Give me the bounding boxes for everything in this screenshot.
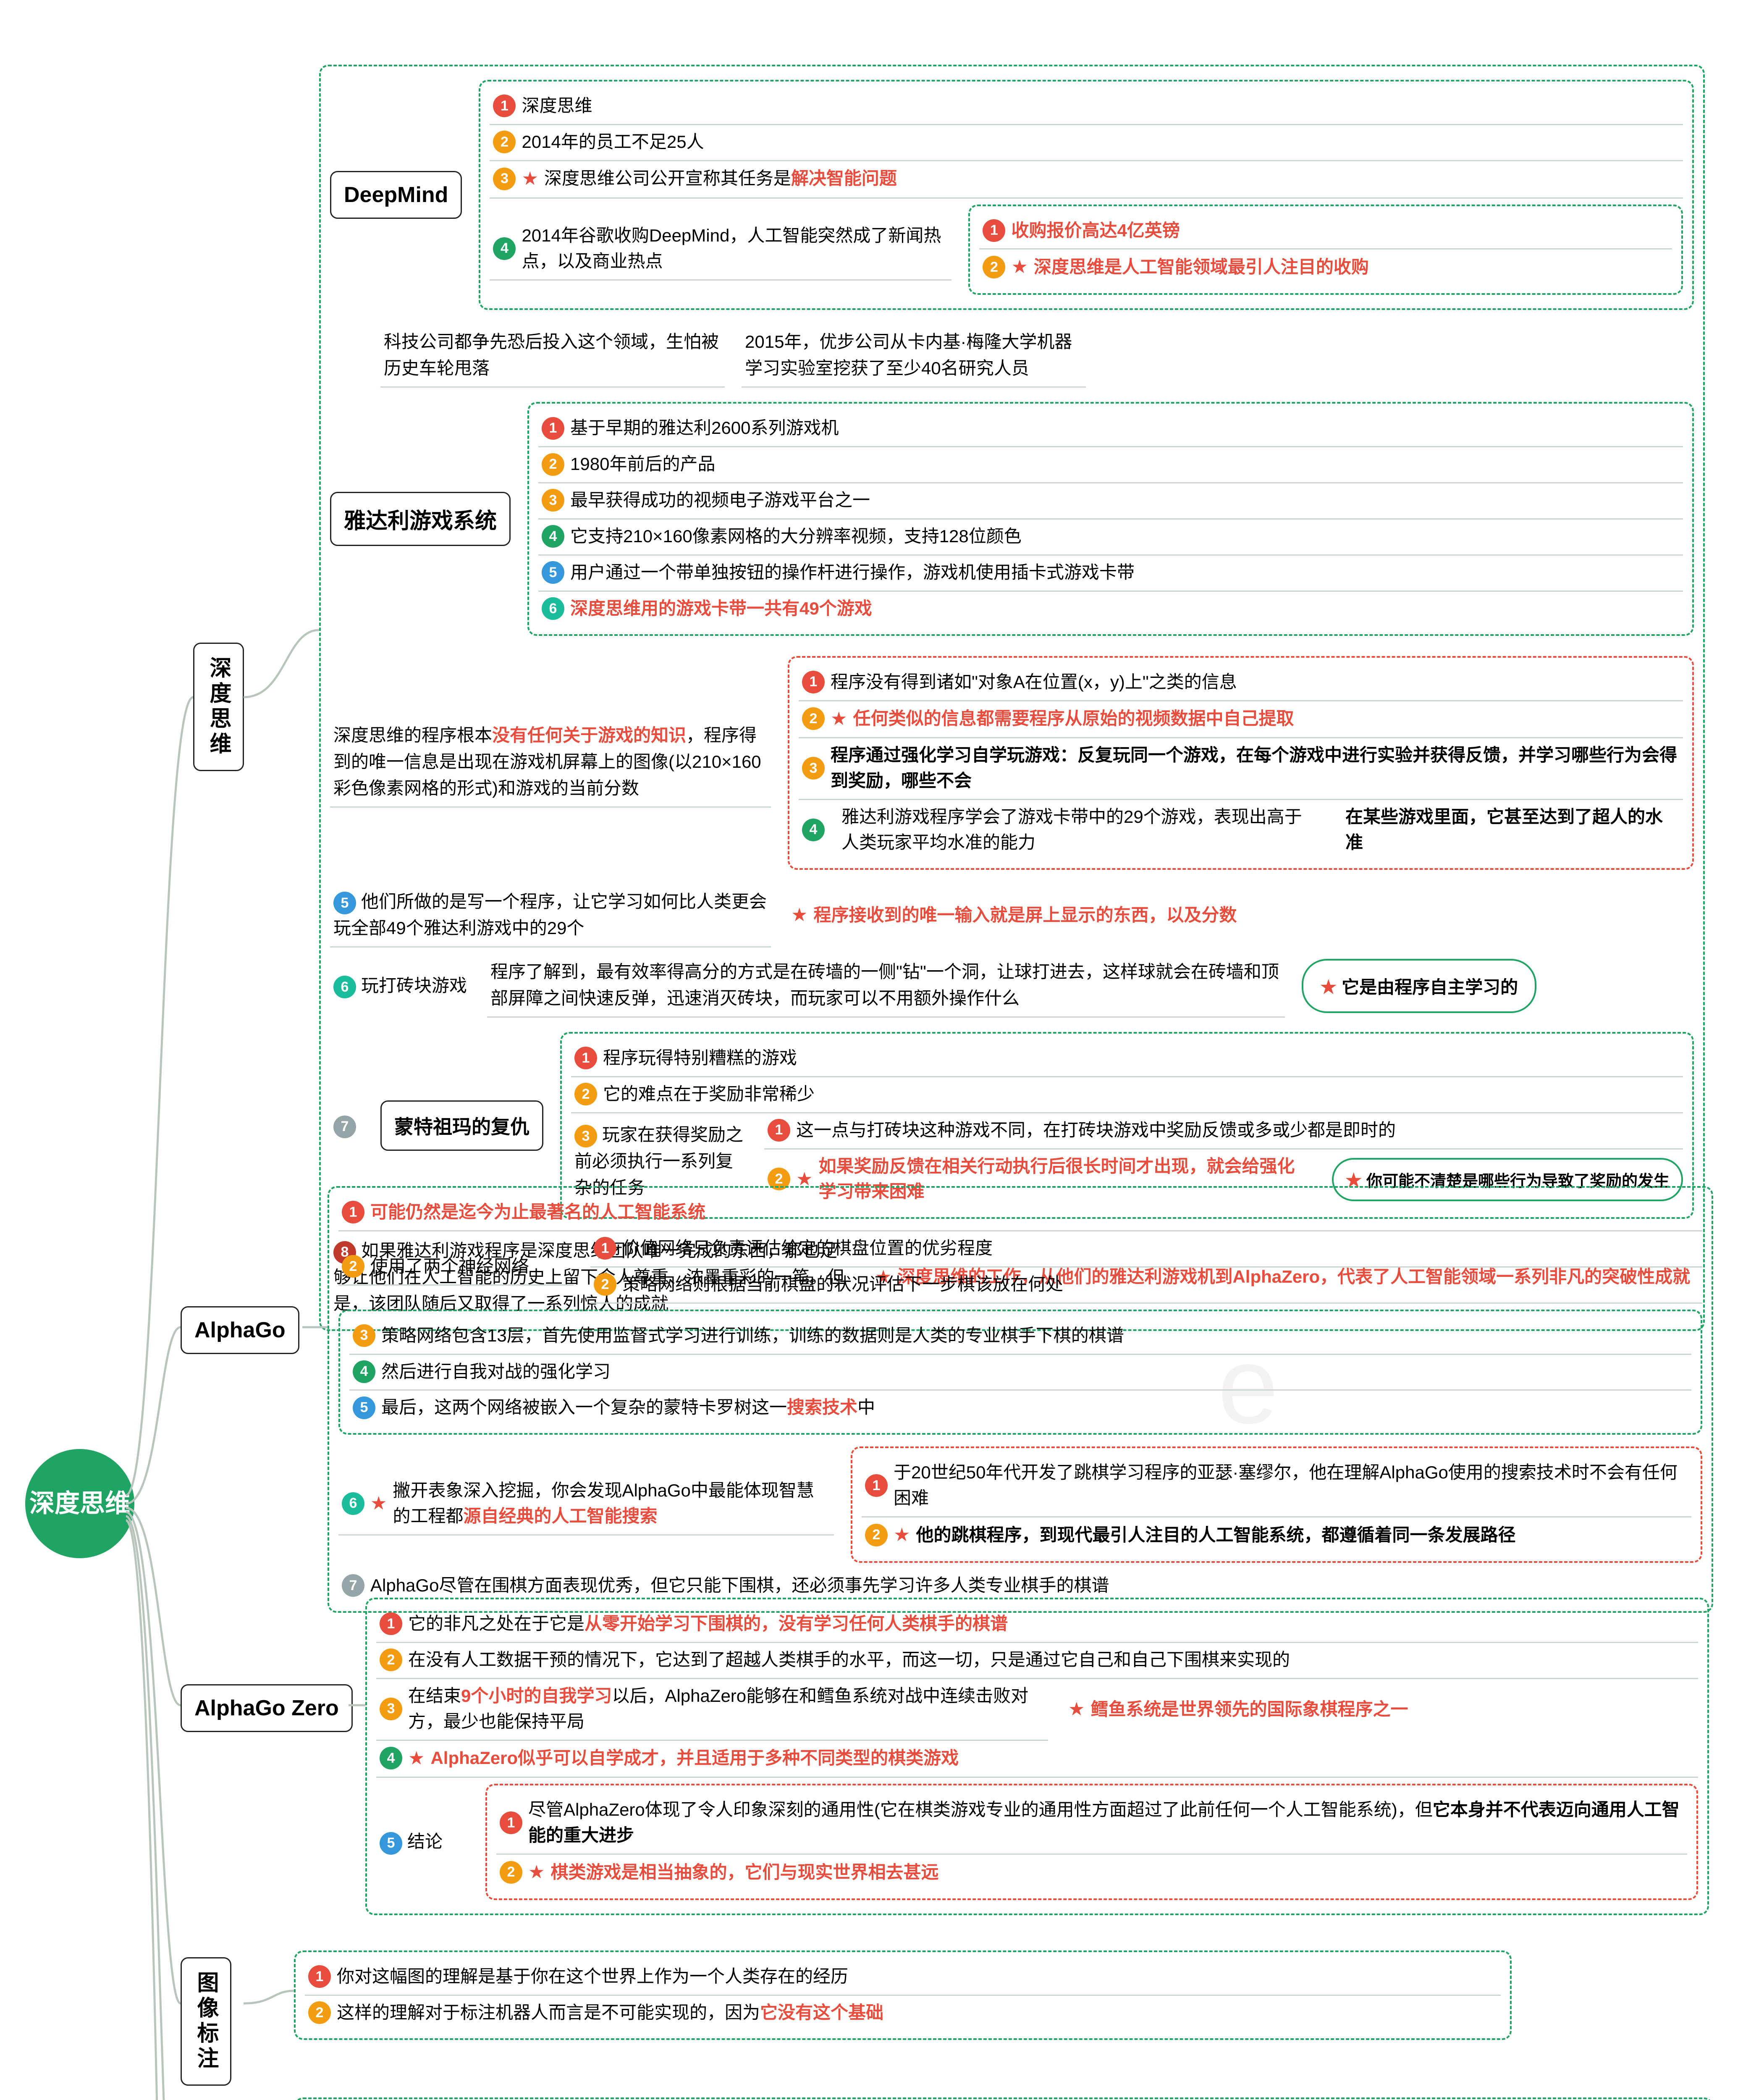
alphago-search-group: 1于20世纪50年代开发了跳棋学习程序的亚瑟·塞缪尔，他在理解AlphaGo使用… [851, 1446, 1702, 1563]
list-item: 4 雅达利游戏程序学会了游戏卡带中的29个游戏，表现出高于人类玩家平均水准的能力… [799, 800, 1683, 861]
list-item: 21980年前后的产品 [538, 447, 1683, 483]
deepmind-items-group: 1深度思维 22014年的员工不足25人 3★深度思维公司公开宣称其任务是解决智… [479, 80, 1694, 310]
img-group: 1你对这幅图的理解是基于你在这个世界上作为一个人类存在的经历 2这样的理解对于标… [294, 1950, 1512, 2040]
list-item: 3在结束9个小时的自我学习以后，AlphaZero能够在和鳕鱼系统对战中连续击败… [376, 1679, 1048, 1741]
list-item: 2★他的跳棋程序，到现代最引人注目的人工智能系统，都遵循着同一条发展路径 [862, 1517, 1691, 1554]
branch-alphago-zero: AlphaGo Zero [181, 1684, 353, 1732]
atari-subnode: 雅达利游戏系统 [330, 492, 511, 546]
branch-alphago: AlphaGo [181, 1306, 299, 1354]
plain-text: 5结论 [376, 1824, 469, 1860]
plain-text: 2015年，优步公司从卡内基·梅隆大学机器学习实验室挖获了至少40名研究人员 [742, 324, 1086, 388]
list-item: 42014年谷歌收购DeepMind，人工智能突然成了新闻热点，以及商业热点 [490, 219, 952, 281]
list-item: 2★任何类似的信息都需要程序从原始的视频数据中自己提取 [799, 701, 1683, 739]
list-item: 4★AlphaZero似乎可以自学成才，并且适用于多种不同类型的棋类游戏 [376, 1741, 1698, 1778]
mz-subnode: 蒙特祖玛的复仇 [380, 1100, 543, 1151]
list-item: 1尽管AlphaZero体现了令人印象深刻的通用性(它在棋类游戏专业的通用性方面… [496, 1793, 1687, 1855]
list-item: 2在没有人工数据干预的情况下，它达到了超越人类棋手的水平，而这一切，只是通过它自… [376, 1643, 1698, 1679]
list-item: 1价值网络只负责评估给定的棋盘位置的优劣程度 [590, 1231, 1702, 1268]
list-item: 1程序玩得特别糟糕的游戏 [571, 1041, 1683, 1077]
list-item: 2使用了两个神经网络 [338, 1250, 574, 1286]
atari-group: 1基于早期的雅达利2600系列游戏机 21980年前后的产品 3最早获得成功的视… [527, 402, 1694, 635]
list-item: 6深度思维用的游戏卡带一共有49个游戏 [538, 592, 1683, 627]
list-item: 1于20世纪50年代开发了跳棋学习程序的亚瑟·塞缪尔，他在理解AlphaGo使用… [862, 1456, 1691, 1517]
branch-image-annotation: 图像标注 [181, 1957, 231, 2086]
list-item: 1程序没有得到诸如"对象A在位置(x，y)上"之类的信息 [799, 665, 1683, 701]
list-item: 2这样的理解对于标注机器人而言是不可能实现的，因为它没有这个基础 [305, 1996, 1501, 2031]
deepmind-subnode: DeepMind [330, 171, 462, 219]
plain-text: 科技公司都争先恐后投入这个领域，生怕被历史车轮甩落 [380, 324, 725, 388]
list-item: 2策略网络则根据当前棋盘的状况评估下一步棋该放在何处 [590, 1268, 1702, 1304]
list-item: ★程序接收到的唯一输入就是屏上显示的东西，以及分数 [788, 898, 1240, 934]
zero-conclusion-group: 1尽管AlphaZero体现了令人印象深刻的通用性(它在棋类游戏专业的通用性方面… [485, 1784, 1698, 1900]
zero-group: 1它的非凡之处在于它是从零开始学习下围棋的，没有学习任何人类棋手的棋谱 2在没有… [365, 1598, 1709, 1915]
list-item: ★鳕鱼系统是世界领先的国际象棋程序之一 [1065, 1692, 1411, 1728]
list-item: 1深度思维 [490, 89, 1683, 125]
alphago-inner-group: 3策略网络包含13层，首先使用监督式学习进行训练，训练的数据则是人类的专业棋手下… [338, 1310, 1702, 1435]
list-item: 1这一点与打砖块这种游戏不同，在打砖块游戏中奖励反馈或多或少都是即时的 [764, 1113, 1683, 1150]
list-item: 3程序通过强化学习自学玩游戏：反复玩同一个游戏，在每个游戏中进行实验并获得反馈，… [799, 738, 1683, 800]
list-item: 4然后进行自我对战的强化学习 [349, 1355, 1691, 1391]
plain-text: 7 [330, 1108, 364, 1143]
trans-group: 1将一种语言自动翻译成另一种语言，是过去十年中因为深度学习技术而快速进步的另一个… [294, 2097, 1713, 2100]
list-item: 1基于早期的雅达利2600系列游戏机 [538, 411, 1683, 447]
list-item: 6★撇开表象深入挖掘，你会发现AlphaGo中最能体现智慧的工程都源自经典的人工… [338, 1474, 834, 1536]
list-item: 2★棋类游戏是相当抽象的，它们与现实世界相去甚远 [496, 1855, 1687, 1891]
list-item: 2★深度思维是人工智能领域最引人注目的收购 [979, 249, 1672, 286]
list-item: 3策略网络包含13层，首先使用监督式学习进行训练，训练的数据则是人类的专业棋手下… [349, 1319, 1691, 1355]
list-item: 3最早获得成功的视频电子游戏平台之一 [538, 483, 1683, 520]
list-item: 1你对这幅图的理解是基于你在这个世界上作为一个人类存在的经历 [305, 1960, 1501, 1996]
list-item: 1收购报价高达4亿英镑 [979, 214, 1672, 250]
plain-text: 深度思维的程序根本没有任何关于游戏的知识，程序得到的唯一信息是出现在游戏机屏幕上… [330, 718, 771, 808]
list-item: 1它的非凡之处在于它是从零开始学习下围棋的，没有学习任何人类棋手的棋谱 [376, 1607, 1698, 1643]
plain-text: 6玩打砖块游戏 [330, 968, 470, 1004]
deepmind-outer-group: DeepMind 1深度思维 22014年的员工不足25人 3★深度思维公司公开… [319, 65, 1705, 1331]
bubble-self-learn: ★ 它是由程序自主学习的 [1302, 959, 1536, 1013]
list-item: 1可能仍然是迄今为止最著名的人工智能系统 [338, 1195, 1702, 1231]
list-item: 5最后，这两个网络被嵌入一个复杂的蒙特卡罗树这一搜索技术中 [349, 1391, 1691, 1425]
list-item: 4它支持210×160像素网格的大分辨率视频，支持128位颜色 [538, 520, 1683, 556]
list-item: 3★深度思维公司公开宣称其任务是解决智能问题 [490, 161, 1683, 199]
branch-deepmind-cn: 深度思维 [193, 643, 244, 771]
prog-red-group: 1程序没有得到诸如"对象A在位置(x，y)上"之类的信息 2★任何类似的信息都需… [788, 656, 1694, 870]
list-item: 22014年的员工不足25人 [490, 125, 1683, 161]
plain-text: 程序了解到，最有效率得高分的方式是在砖墙的一侧"钻"一个洞，让球打进去，这样球就… [487, 954, 1285, 1018]
list-item: 5用户通过一个带单独按钮的操作杆进行操作，游戏机使用插卡式游戏卡带 [538, 556, 1683, 592]
root-node: 深度思维 [25, 1449, 134, 1558]
alphago-group: 1可能仍然是迄今为止最著名的人工智能系统 2使用了两个神经网络 1价值网络只负责… [328, 1186, 1713, 1613]
deepmind-acq-group: 1收购报价高达4亿英镑 2★深度思维是人工智能领域最引人注目的收购 [968, 205, 1683, 295]
plain-text: 5他们所做的是写一个程序，让它学习如何比人类更会玩全部49个雅达利游戏中的29个 [330, 884, 771, 948]
list-item: 2它的难点在于奖励非常稀少 [571, 1077, 1683, 1113]
